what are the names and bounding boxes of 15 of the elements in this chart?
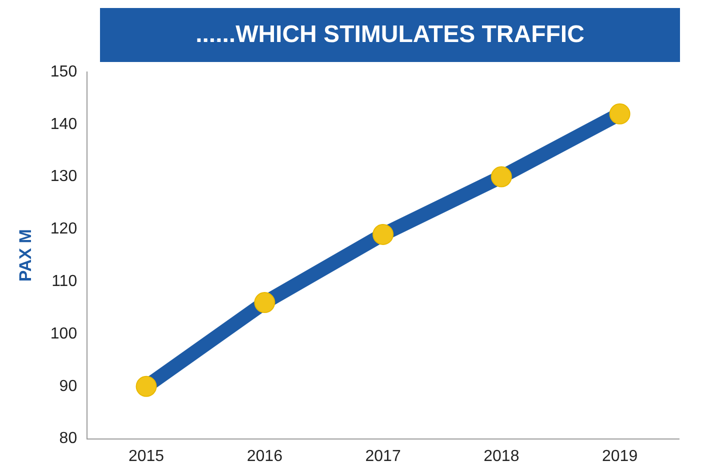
x-tick-label: 2016	[246, 448, 283, 465]
y-axis-title: PAX M	[16, 229, 35, 282]
y-tick-label: 80	[59, 430, 78, 448]
x-tick-label: 2017	[365, 448, 401, 465]
x-tick-label: 2015	[128, 448, 164, 465]
y-tick-label: 140	[50, 116, 78, 133]
y-tick-label: 90	[59, 378, 78, 395]
x-tick-label: 2019	[602, 448, 638, 465]
y-tick-label: 150	[50, 63, 78, 80]
chart-title: ......WHICH STIMULATES TRAFFIC	[100, 8, 680, 62]
x-tick-label: 2018	[484, 448, 520, 465]
y-tick-label: 130	[50, 168, 78, 186]
y-tick-label: 110	[52, 273, 78, 290]
y-tick-label: 100	[50, 325, 78, 342]
y-tick-label: 120	[50, 220, 78, 238]
